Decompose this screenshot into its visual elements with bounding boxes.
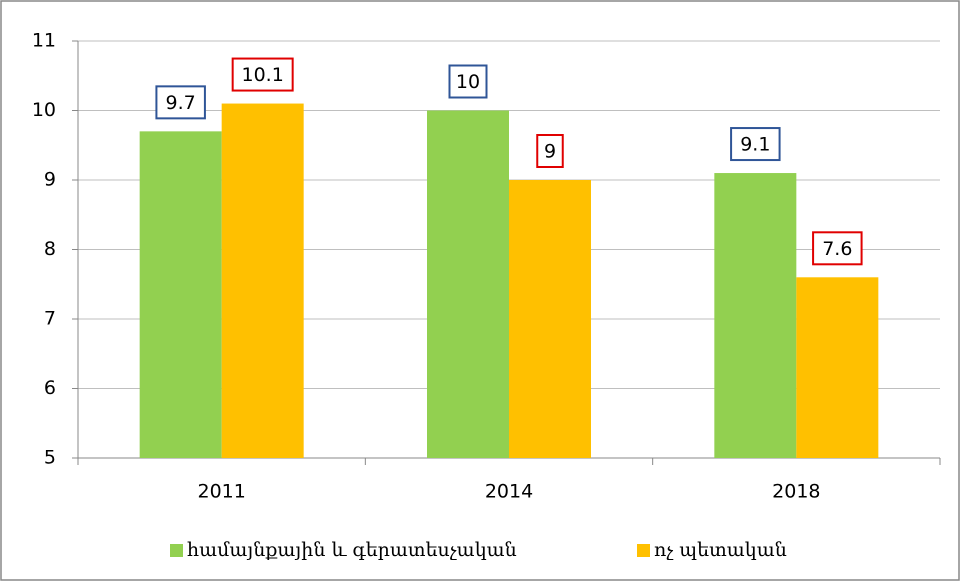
y-tick-label: 10 (32, 99, 56, 121)
x-tick-label: 2014 (485, 481, 533, 503)
bar (139, 131, 222, 458)
x-tick-label: 2011 (197, 481, 245, 503)
data-label-box (536, 134, 564, 168)
data-label-box (730, 127, 781, 162)
y-tick-label: 8 (44, 238, 56, 260)
data-label: 7.6 (822, 238, 852, 260)
data-label-box (155, 85, 206, 120)
data-label-box (812, 231, 863, 266)
y-tick-label: 9 (44, 169, 56, 191)
y-tick-label: 7 (44, 308, 56, 330)
x-tick-label: 2018 (772, 481, 820, 503)
data-label: 10.1 (242, 64, 284, 86)
bar (509, 180, 591, 458)
bar (221, 103, 304, 459)
data-label-box (231, 57, 294, 92)
data-label: 9.7 (166, 92, 196, 114)
legend-swatch (637, 544, 650, 557)
y-tick-label: 5 (44, 447, 56, 469)
bar (796, 277, 879, 458)
data-label-box (448, 64, 488, 99)
legend-label: ոչ պետական (654, 539, 787, 561)
y-tick-label: 6 (44, 377, 56, 399)
bar (714, 173, 797, 459)
y-tick-label: 11 (32, 30, 56, 52)
data-label: 10 (456, 71, 480, 93)
data-label: 9 (544, 141, 556, 163)
data-label: 9.1 (740, 134, 770, 156)
bar (427, 110, 509, 458)
legend-label: համայնքային և գերատեսչական (187, 539, 517, 561)
legend-swatch (170, 544, 183, 557)
